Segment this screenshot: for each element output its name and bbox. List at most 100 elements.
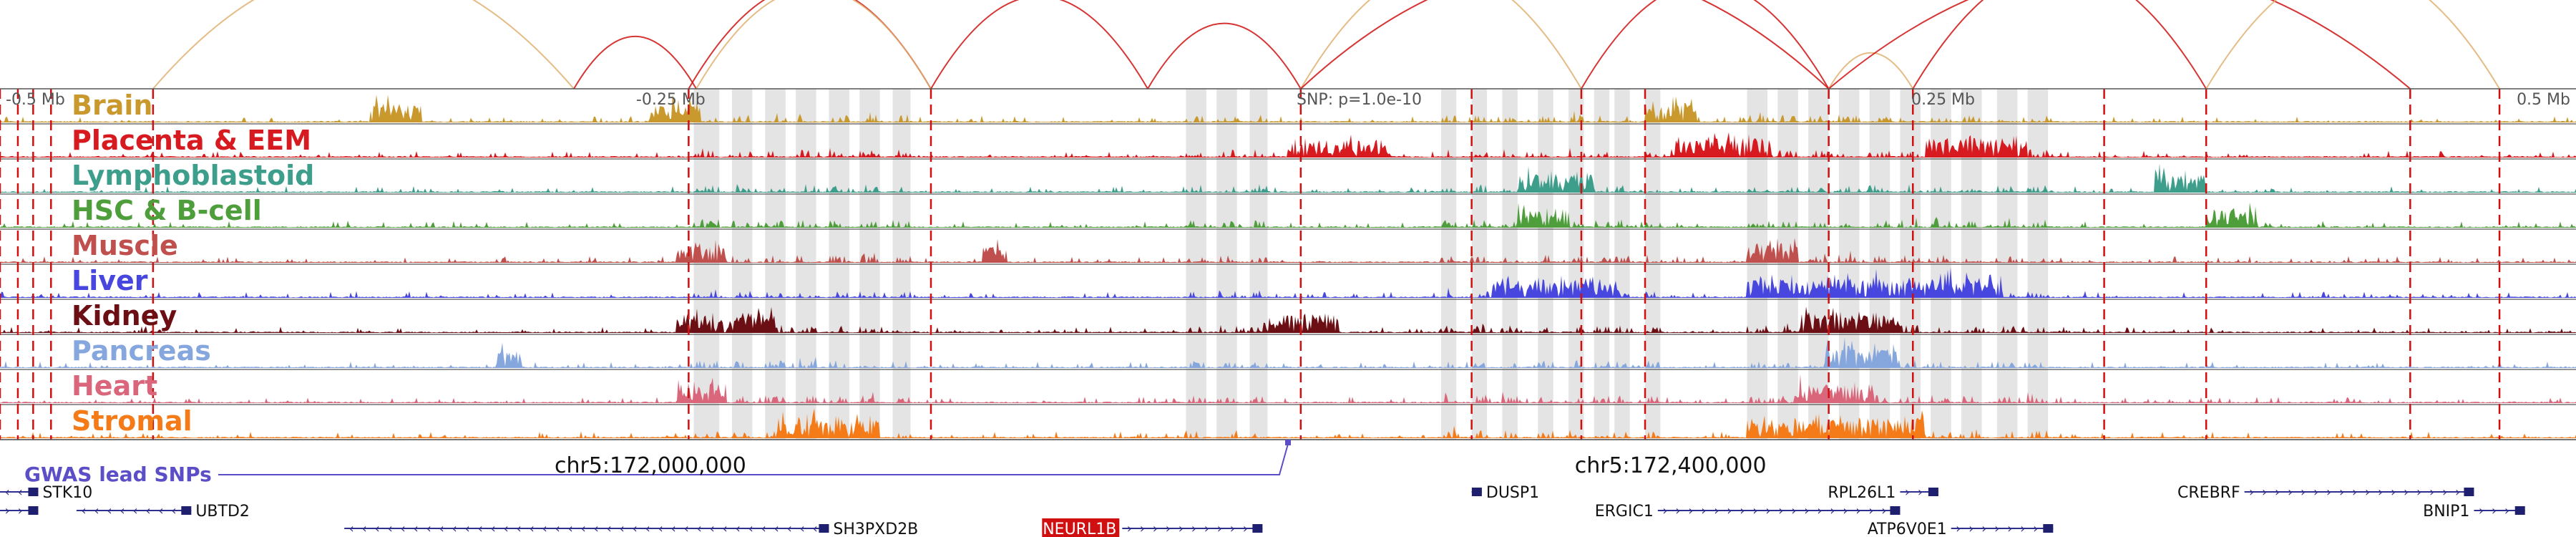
gene-label: DUSP1 [1486, 484, 1539, 502]
svg-text:›: › [1727, 503, 1732, 518]
svg-text:‹: ‹ [439, 521, 444, 536]
svg-text:‹: ‹ [426, 521, 431, 536]
svg-text:›: › [2262, 485, 2267, 500]
coordinate-labels: chr5:172,000,000 chr5:172,400,000 [555, 453, 1767, 478]
track-label: Muscle [72, 230, 178, 261]
svg-text:›: › [1179, 521, 1184, 536]
track-label: Kidney [72, 300, 177, 332]
svg-text:›: › [1752, 503, 1757, 518]
svg-text:‹: ‹ [388, 521, 393, 536]
svg-text:›: › [2033, 521, 2038, 536]
loop-arc [1300, 0, 1830, 90]
svg-text:›: › [1817, 503, 1822, 518]
svg-text:‹: ‹ [158, 503, 163, 518]
track-labels: Brain Placenta & EEM Lymphoblastoid HSC & B… [72, 90, 314, 437]
track-hsc-b-cell [0, 202, 2576, 230]
loop-arc [1581, 0, 1830, 90]
svg-text:›: › [2288, 485, 2293, 500]
svg-text:›: › [2275, 485, 2280, 500]
svg-text:‹: ‹ [568, 521, 573, 536]
svg-text:‹: ‹ [81, 503, 86, 518]
svg-text:‹: ‹ [517, 521, 522, 536]
gene-label: RPL26L1 [1828, 484, 1896, 502]
loop-arc [152, 0, 575, 90]
svg-text:‹: ‹ [478, 521, 483, 536]
svg-text:‹: ‹ [18, 485, 23, 500]
gene-track: ‹‹‹‹STK10››››CAB9‹‹‹‹‹‹‹‹‹UBTD2‹‹‹‹‹‹‹‹‹… [0, 484, 2525, 537]
gene-label: ATP6V0E1 [1868, 521, 1947, 537]
track-brain [0, 94, 2576, 125]
signal-area [0, 267, 2576, 298]
svg-text:›: › [1243, 521, 1248, 536]
svg-text:›: › [1843, 503, 1848, 518]
svg-text:›: › [1804, 503, 1809, 518]
svg-text:‹: ‹ [375, 521, 380, 536]
track-label: Brain [72, 90, 152, 121]
svg-text:›: › [2504, 503, 2509, 518]
gene-label: BNIP1 [2423, 503, 2469, 521]
svg-text:›: › [2007, 521, 2012, 536]
svg-text:‹: ‹ [645, 521, 650, 536]
track-pancreas [0, 337, 2576, 370]
track-label: Stromal [72, 405, 192, 437]
svg-text:‹: ‹ [774, 521, 779, 536]
svg-text:‹: ‹ [787, 521, 792, 536]
svg-text:›: › [1994, 521, 1999, 536]
loop-arc [1828, 0, 2411, 90]
svg-text:›: › [1868, 503, 1873, 518]
red-dashed-lines [0, 89, 2501, 440]
svg-text:›: › [1662, 503, 1667, 518]
svg-text:‹: ‹ [607, 521, 612, 536]
svg-text:‹: ‹ [465, 521, 470, 536]
signal-area [0, 374, 2576, 403]
snp-label: SNP: p=1.0e-10 [1297, 91, 1422, 109]
loop-arc [2205, 0, 2500, 90]
svg-text:›: › [1191, 521, 1196, 536]
track-label: HSC & B-cell [72, 195, 262, 226]
svg-text:›: › [1153, 521, 1158, 536]
svg-text:‹: ‹ [620, 521, 625, 536]
svg-text:‹: ‹ [5, 485, 10, 500]
svg-text:›: › [1968, 521, 1974, 536]
svg-text:›: › [2442, 485, 2447, 500]
svg-text:›: › [2416, 485, 2421, 500]
track-muscle [0, 238, 2576, 265]
coordinate-label: chr5:172,000,000 [555, 453, 746, 478]
signal-area [0, 132, 2576, 158]
svg-text:›: › [1778, 503, 1783, 518]
svg-text:›: › [1714, 503, 1719, 518]
gene-label: NEURL1B [1043, 521, 1116, 537]
signal-area [0, 238, 2576, 263]
svg-text:›: › [1765, 503, 1770, 518]
svg-text:‹: ‹ [349, 521, 354, 536]
svg-text:›: › [2378, 485, 2383, 500]
svg-text:‹: ‹ [748, 521, 753, 536]
svg-text:‹: ‹ [697, 521, 702, 536]
track-stromal [0, 408, 2576, 440]
axis-tick-label: 0.25 Mb [1911, 91, 1975, 109]
gene-rpl26l1: ›››RPL26L1 [1828, 484, 1938, 502]
svg-text:›: › [2365, 485, 2370, 500]
loop-arc [1299, 0, 1582, 90]
svg-text:‹: ‹ [94, 503, 99, 518]
svg-text:‹: ‹ [671, 521, 676, 536]
svg-text:‹: ‹ [171, 503, 176, 518]
svg-text:‹: ‹ [132, 503, 137, 518]
gene-bnip1: ››››BNIP1 [2423, 503, 2525, 521]
svg-text:‹: ‹ [710, 521, 715, 536]
track-heart [0, 374, 2576, 405]
svg-text:›: › [1688, 503, 1693, 518]
gene-atp6v0e1: ››››››››ATP6V0E1 [1868, 521, 2054, 537]
svg-text:›: › [2455, 485, 2460, 500]
svg-text:‹: ‹ [530, 521, 535, 536]
svg-text:›: › [1981, 521, 1986, 536]
svg-text:›: › [18, 503, 23, 518]
svg-text:›: › [1830, 503, 1835, 518]
svg-text:‹: ‹ [723, 521, 728, 536]
svg-text:‹: ‹ [452, 521, 457, 536]
svg-text:›: › [2326, 485, 2331, 500]
svg-text:›: › [2249, 485, 2254, 500]
gene-neurl1b: ›››››››››››NEURL1B [1042, 518, 1263, 537]
gene-crebrf: › › › › › › › › › › › › › › › › › CREBRF [2177, 484, 2474, 502]
